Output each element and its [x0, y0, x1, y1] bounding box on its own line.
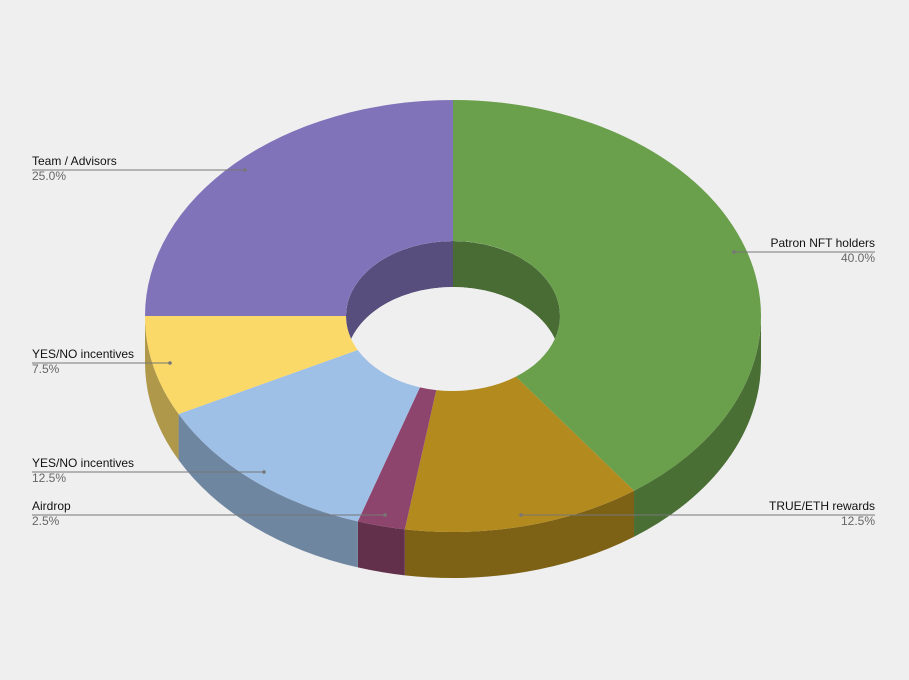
label-name: YES/NO incentives: [32, 456, 134, 470]
label-name: Team / Advisors: [32, 154, 117, 168]
leader-dot: [168, 361, 172, 365]
label-value: 12.5%: [32, 471, 66, 485]
slice: [145, 316, 358, 415]
slice-inner-wall: [346, 241, 453, 362]
slice-side: [634, 316, 761, 537]
label-value: 7.5%: [32, 362, 60, 376]
slice: [357, 387, 437, 530]
leader-dot: [519, 513, 523, 517]
slice: [145, 100, 453, 316]
leader-dot: [262, 470, 266, 474]
label-name: Patron NFT holders: [771, 236, 876, 250]
slice: [178, 350, 420, 522]
label-name: TRUE/ETH rewards: [769, 499, 875, 513]
slice-side: [145, 316, 179, 461]
slice-inner-wall: [453, 241, 560, 362]
hole-floor: [346, 287, 560, 391]
slice-side: [357, 521, 405, 576]
hole: [346, 241, 560, 391]
slice-side: [404, 490, 635, 578]
slice: [404, 376, 635, 532]
leader-dot: [243, 168, 247, 172]
label-value: 2.5%: [32, 514, 60, 528]
label-value: 12.5%: [841, 514, 875, 528]
label-value: 25.0%: [32, 169, 66, 183]
label-value: 40.0%: [841, 251, 875, 265]
label-name: Airdrop: [32, 499, 71, 513]
slice: [453, 100, 761, 491]
leader-dot: [383, 513, 387, 517]
leader-dot: [732, 250, 736, 254]
label-name: YES/NO incentives: [32, 347, 134, 361]
slice-side: [178, 414, 358, 568]
